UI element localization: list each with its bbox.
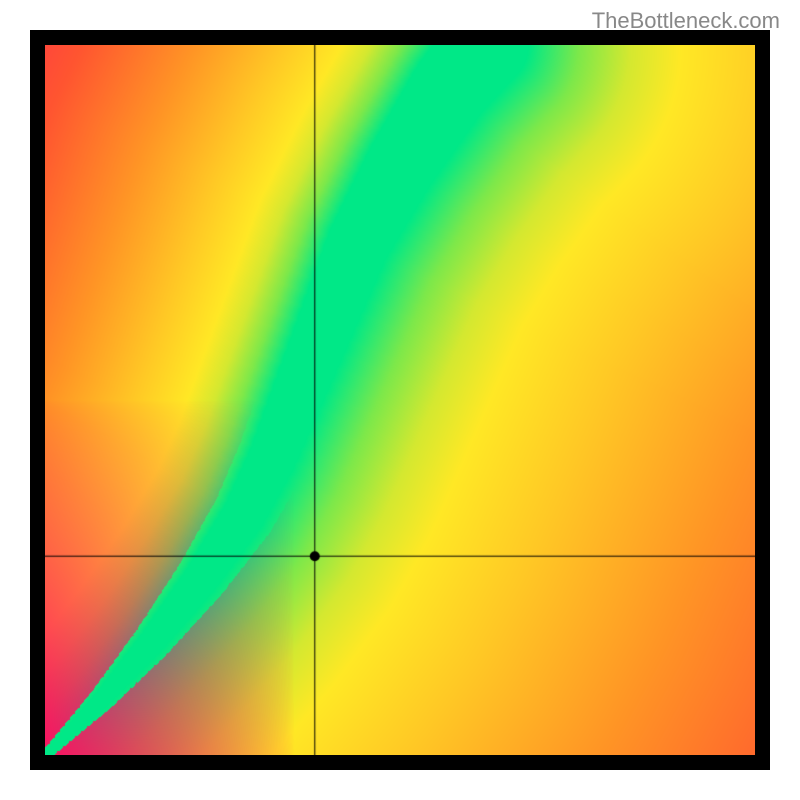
heatmap-plot (45, 45, 755, 755)
heatmap-canvas (45, 45, 755, 755)
chart-frame (30, 30, 770, 770)
chart-container: TheBottleneck.com (0, 0, 800, 800)
watermark-text: TheBottleneck.com (592, 8, 780, 34)
